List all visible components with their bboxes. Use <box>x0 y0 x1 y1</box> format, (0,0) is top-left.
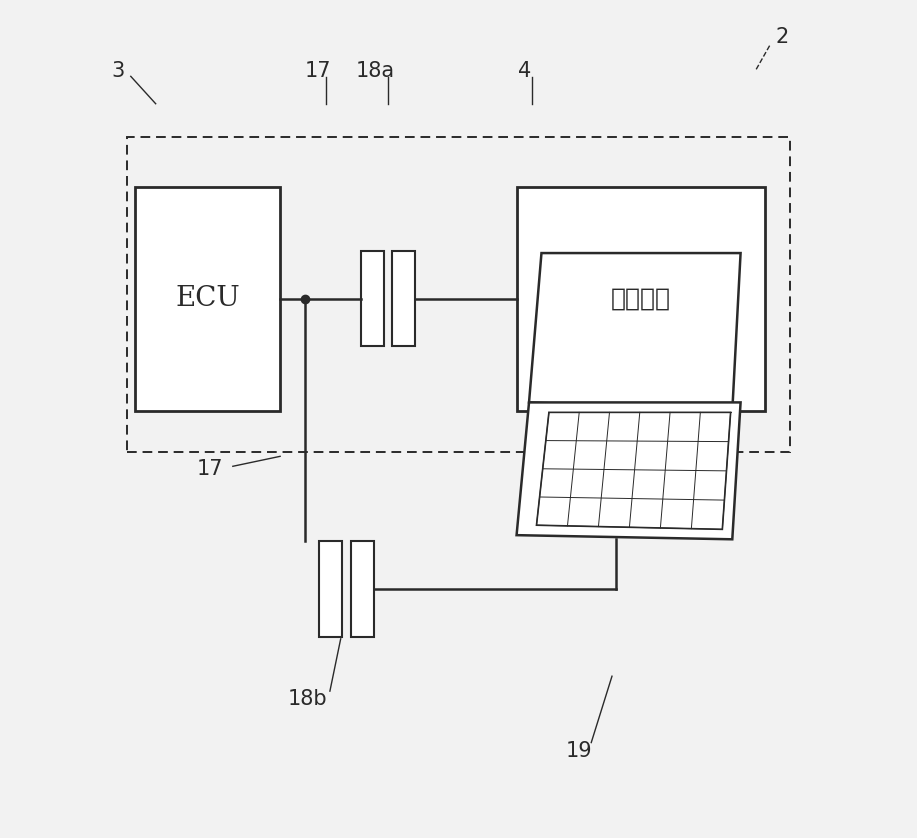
Bar <box>135 187 280 411</box>
Text: 防盗模块: 防盗模块 <box>611 287 671 311</box>
Text: 17: 17 <box>304 60 331 80</box>
Text: 18a: 18a <box>356 60 395 80</box>
Text: 17: 17 <box>196 458 223 478</box>
Text: ECU: ECU <box>175 285 240 313</box>
Text: 18b: 18b <box>288 690 327 710</box>
Polygon shape <box>536 412 731 530</box>
Bar <box>350 541 374 637</box>
Bar <box>516 187 766 411</box>
Bar <box>319 541 342 637</box>
Bar <box>127 137 790 453</box>
Bar <box>392 251 415 346</box>
Text: 4: 4 <box>518 60 532 80</box>
Polygon shape <box>529 253 741 411</box>
Text: 3: 3 <box>112 60 125 80</box>
Text: 19: 19 <box>566 741 592 761</box>
Bar <box>360 251 384 346</box>
Polygon shape <box>516 402 741 540</box>
Text: 2: 2 <box>776 28 789 48</box>
